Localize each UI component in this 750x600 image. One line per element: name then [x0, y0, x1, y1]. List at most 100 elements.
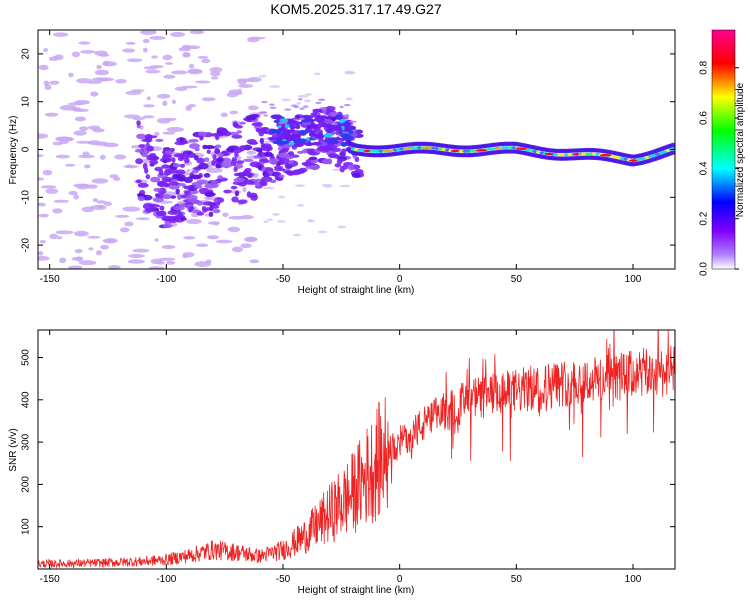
- spectral-cell: [384, 149, 394, 153]
- spectral-cell: [343, 115, 349, 118]
- spectral-cell: [182, 52, 191, 57]
- spectral-cell: [314, 164, 319, 170]
- spectral-cell: [194, 184, 203, 189]
- spectral-cell: [55, 230, 74, 235]
- spectral-cell: [338, 137, 347, 142]
- spectral-cell: [274, 172, 280, 179]
- spectral-cell: [180, 217, 187, 221]
- spectral-cell: [182, 254, 190, 259]
- spectral-cell: [246, 150, 257, 155]
- spectral-cell: [78, 41, 91, 45]
- spectral-cell: [338, 130, 343, 135]
- x-tick-label: -150: [40, 274, 60, 285]
- spectral-cell: [267, 136, 277, 141]
- spectral-cell: [207, 235, 219, 240]
- spectral-cell: [140, 30, 157, 35]
- spectral-cell: [211, 132, 223, 137]
- spectral-cell: [220, 112, 228, 118]
- spectral-cell: [234, 124, 243, 129]
- y-tick-label: 0: [21, 146, 32, 152]
- spectral-cell: [314, 72, 321, 76]
- spectral-cell: [332, 140, 339, 145]
- spectral-cell: [249, 161, 261, 168]
- spectral-cell: [238, 84, 254, 88]
- spectral-cell: [288, 160, 294, 165]
- spectral-cell: [495, 147, 502, 150]
- spectral-cell: [132, 248, 150, 253]
- spectral-cell: [218, 152, 224, 158]
- spectral-cell: [177, 211, 183, 217]
- spectral-cell: [188, 143, 200, 150]
- spectral-cell: [71, 256, 82, 261]
- spectral-cell: [459, 149, 464, 153]
- spectral-cell: [272, 213, 280, 216]
- y-tick-label: 10: [21, 96, 32, 108]
- spectral-cell: [175, 188, 180, 195]
- spectral-cell: [136, 133, 147, 140]
- x-tick-label: -150: [40, 574, 60, 585]
- spectral-cell: [143, 66, 158, 70]
- spectral-cell: [259, 179, 266, 187]
- y-tick-label: -20: [21, 237, 32, 252]
- colorbar-ticks: 0.0 0.2 0.4 0.6 0.8: [699, 60, 739, 276]
- spectral-cell: [183, 185, 191, 190]
- spectral-cell: [195, 243, 209, 248]
- spectral-cell: [289, 133, 301, 138]
- spectral-cell: [284, 123, 290, 129]
- spectral-cell: [91, 178, 109, 184]
- spectral-cell: [68, 72, 74, 78]
- spectral-cell: [194, 133, 199, 137]
- spectral-cell: [188, 206, 195, 210]
- spectral-cell: [78, 260, 97, 266]
- spectral-cell: [239, 145, 246, 152]
- spectral-cell: [264, 171, 270, 177]
- spectral-cell: [231, 134, 243, 139]
- spectral-cell: [170, 31, 186, 37]
- spectral-cell: [348, 130, 354, 135]
- spectral-cell: [255, 148, 263, 153]
- x-tick-label: 0: [397, 574, 403, 585]
- spectral-cell: [64, 163, 76, 167]
- spectral-cell: [134, 149, 144, 153]
- spectral-cell: [276, 163, 281, 167]
- spectral-cell: [142, 38, 150, 44]
- spectral-cell: [166, 260, 176, 265]
- spectral-cell: [152, 197, 164, 203]
- spectral-cell: [171, 99, 177, 105]
- spectral-cell: [297, 95, 309, 98]
- spectral-cell: [90, 91, 99, 97]
- spectral-cell: [263, 220, 269, 224]
- spectral-cell: [305, 93, 312, 96]
- spectral-cell: [343, 103, 351, 107]
- spectral-cell: [154, 238, 159, 242]
- spectral-cell: [233, 172, 241, 177]
- spectral-cell: [218, 127, 228, 133]
- spectral-cell: [168, 181, 180, 186]
- spectral-cell: [313, 124, 318, 129]
- spectral-cell: [109, 174, 119, 179]
- colorbar-tick-label: 0.0: [699, 262, 710, 276]
- spectral-cell: [174, 140, 186, 146]
- spectral-cell: [228, 131, 239, 136]
- spectral-cell: [104, 238, 118, 244]
- y-tick-label: -10: [21, 190, 32, 205]
- spectral-cell: [462, 149, 468, 153]
- spectral-cell: [38, 202, 46, 207]
- spectral-cell: [83, 164, 91, 169]
- spectral-cell: [188, 138, 199, 143]
- spectral-cell: [156, 260, 165, 265]
- spectral-cell: [286, 171, 295, 176]
- spectral-cell: [230, 185, 238, 190]
- spectral-cell: [344, 70, 355, 74]
- spectral-cell: [162, 100, 168, 107]
- colorbar-frame: [711, 29, 736, 270]
- spectral-cell: [210, 180, 218, 184]
- spectral-cell: [162, 54, 173, 61]
- spectral-cell: [239, 121, 246, 125]
- spectral-cell: [177, 194, 182, 201]
- spectral-cell: [205, 167, 223, 174]
- spectral-cell: [264, 151, 273, 158]
- spectral-cell: [176, 174, 186, 180]
- spectral-cell: [135, 217, 150, 221]
- spectral-cell: [146, 135, 158, 139]
